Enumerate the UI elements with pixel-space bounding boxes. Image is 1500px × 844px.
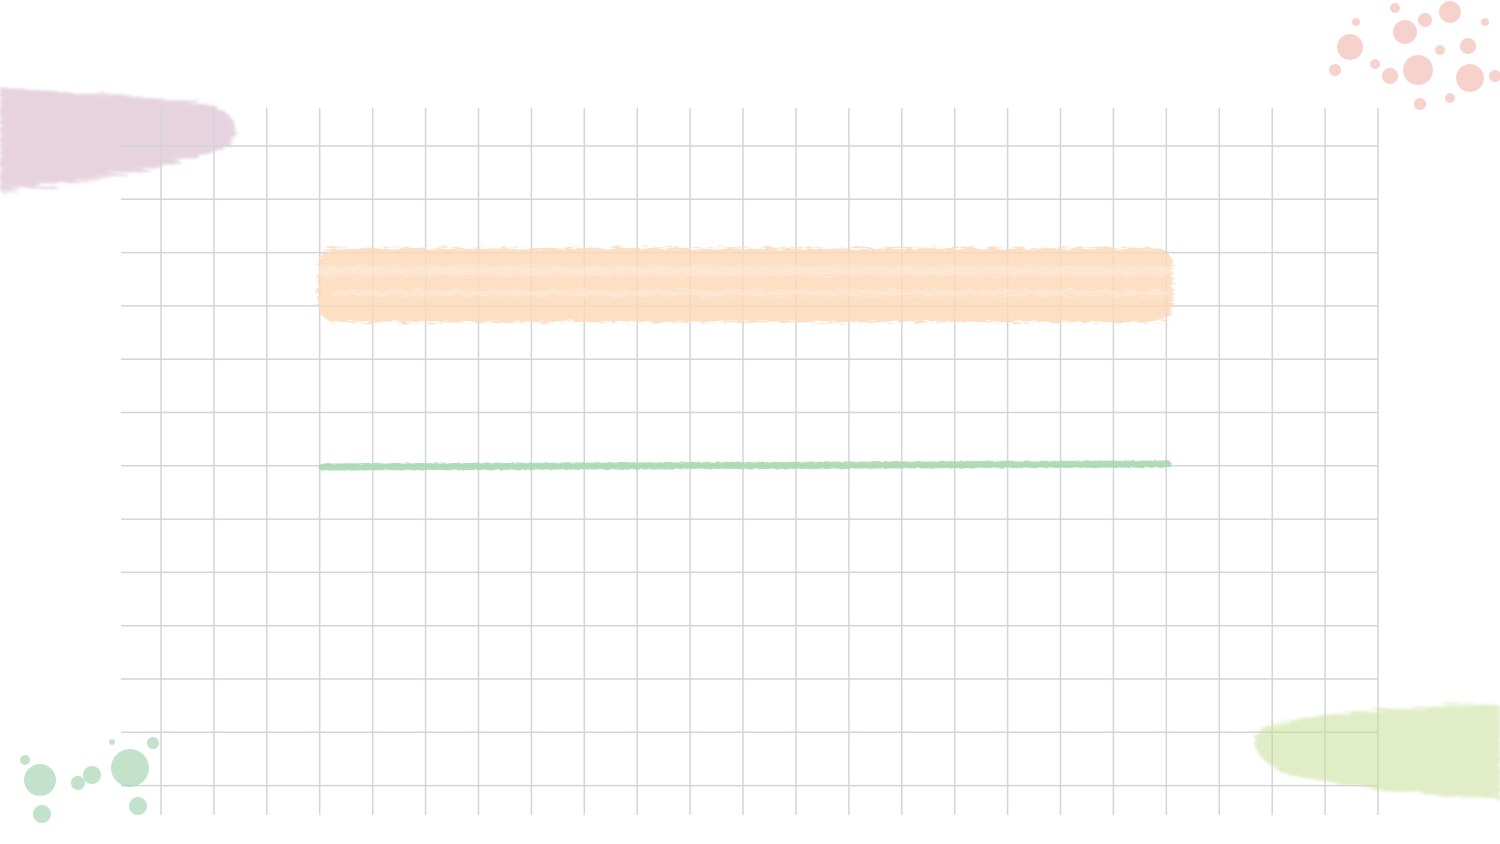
graph-paper-grid (121, 108, 1379, 815)
slide-canvas (0, 1, 1500, 823)
